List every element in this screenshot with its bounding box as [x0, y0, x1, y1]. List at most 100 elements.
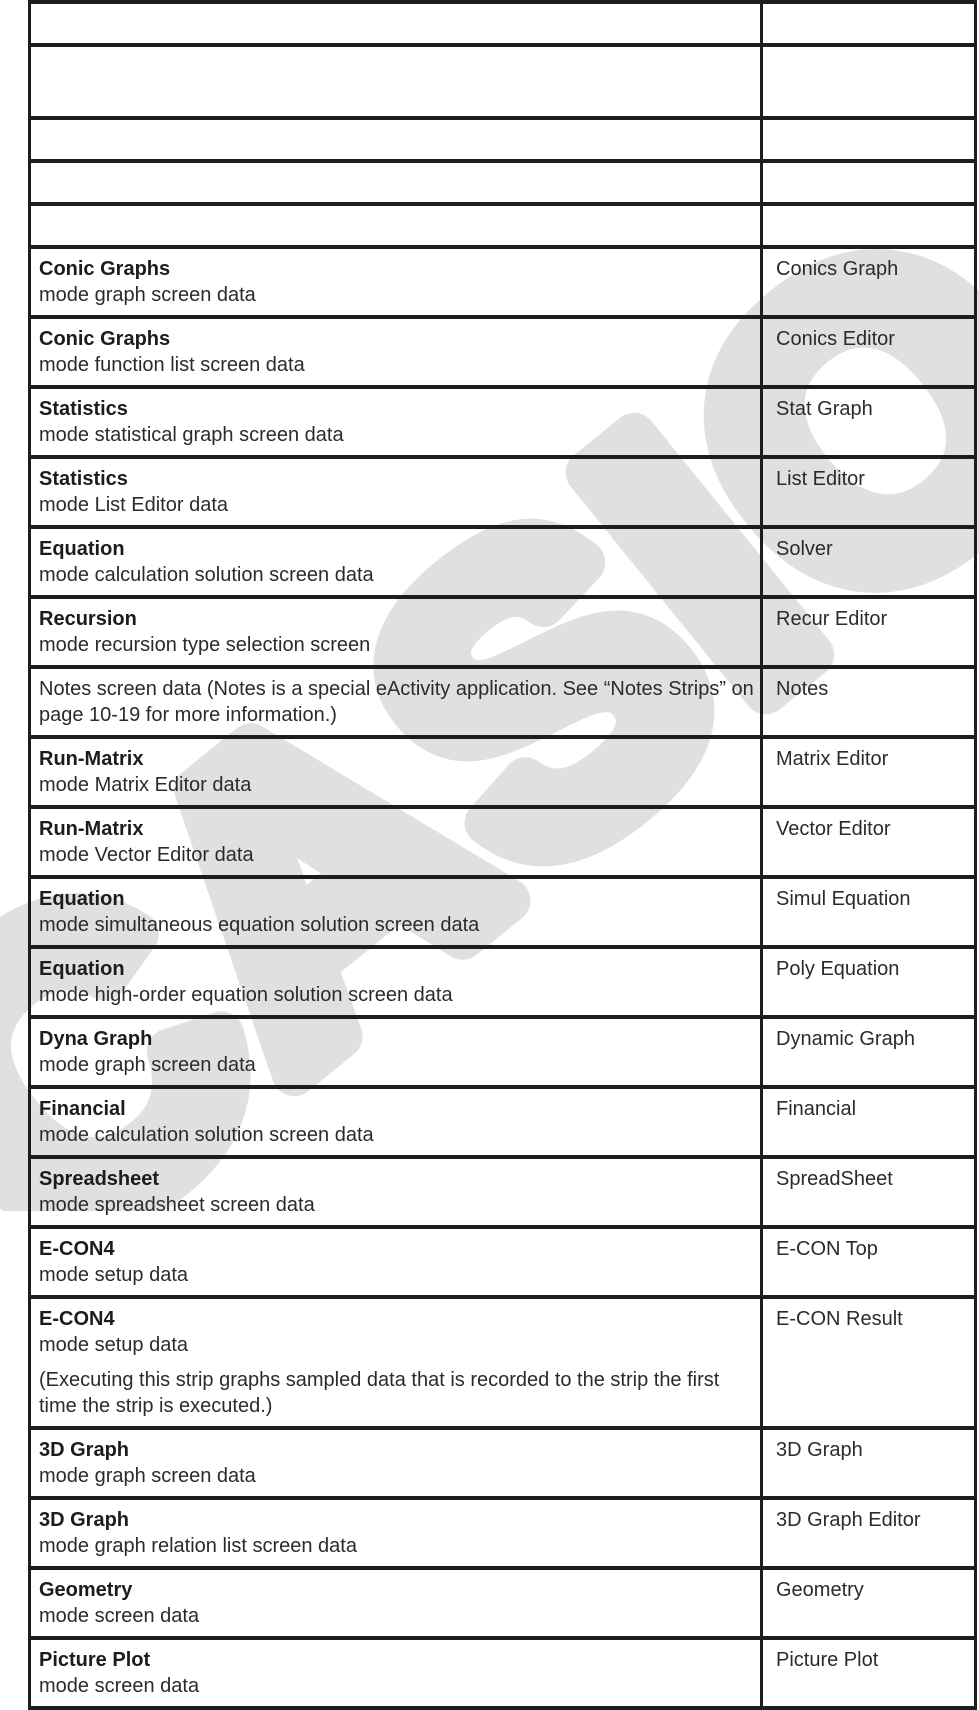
description-text: mode calculation solution screen data: [39, 1124, 374, 1146]
mode-name-bold-text: E-CON4: [39, 1308, 115, 1330]
description-text: mode simultaneous equation solution scre…: [39, 914, 480, 936]
mode-name-bold-text: Financial: [39, 1098, 126, 1120]
mode-name-bold-text: Equation: [39, 958, 125, 980]
description-paragraph: 3D Graph mode graph relation list screen…: [39, 1507, 754, 1559]
description-paragraph: Equation mode high-order equation soluti…: [39, 956, 754, 1008]
table-row: E-CON4 mode setup data E-CON Top: [31, 1229, 974, 1299]
description-paragraph: (Executing this strip graphs sampled dat…: [39, 1367, 754, 1419]
table-row-empty: [31, 163, 974, 206]
empty-description-cell: [31, 47, 763, 116]
strip-description-cell: Equation mode calculation solution scree…: [31, 529, 763, 595]
mode-name-bold-text: Statistics: [39, 468, 128, 490]
table-row: Statistics mode List Editor data List Edi…: [31, 459, 974, 529]
description-text: mode graph screen data: [39, 284, 256, 306]
strip-description-cell: Conic Graphs mode graph screen data: [31, 249, 763, 315]
strip-description-cell: 3D Graph mode graph screen data: [31, 1430, 763, 1496]
strip-name-cell: Dynamic Graph: [763, 1019, 974, 1085]
mode-name-bold-text: Picture Plot: [39, 1649, 151, 1671]
strip-name-text: List Editor: [776, 468, 865, 490]
description-paragraph: Spreadsheet mode spreadsheet screen data: [39, 1166, 754, 1218]
description-paragraph: Run-Matrix mode Vector Editor data: [39, 816, 754, 868]
description-paragraph: Run-Matrix mode Matrix Editor data: [39, 746, 754, 798]
strip-name-cell: List Editor: [763, 459, 974, 525]
strip-name-text: Notes: [776, 678, 829, 700]
description-text: mode screen data: [39, 1605, 200, 1627]
description-text: mode spreadsheet screen data: [39, 1194, 315, 1216]
mode-name-bold-text: 3D Graph: [39, 1509, 130, 1531]
mode-name-bold-text: Conic Graphs: [39, 258, 171, 280]
strip-name-cell: Matrix Editor: [763, 739, 974, 805]
strip-name-cell: Notes: [763, 669, 974, 735]
strip-name-cell: Stat Graph: [763, 389, 974, 455]
mode-name-bold-text: Spreadsheet: [39, 1168, 160, 1190]
strip-name-cell: Simul Equation: [763, 879, 974, 945]
description-text: mode Vector Editor data: [39, 844, 254, 866]
strip-name-text: Financial: [776, 1098, 857, 1120]
empty-name-cell: [763, 47, 974, 116]
empty-description-cell: [31, 120, 763, 159]
description-text: mode high-order equation solution screen…: [39, 984, 453, 1006]
table-row: Equation mode simultaneous equation solu…: [31, 879, 974, 949]
strip-name-cell: Recur Editor: [763, 599, 974, 665]
strip-description-cell: Equation mode simultaneous equation solu…: [31, 879, 763, 945]
description-text: Notes screen data (Notes is a special eA…: [39, 678, 754, 726]
table-row: Dyna Graph mode graph screen data Dynamic…: [31, 1019, 974, 1089]
strip-name-text: Stat Graph: [776, 398, 873, 420]
strip-name-text: E-CON Top: [776, 1238, 878, 1260]
description-text: mode graph screen data: [39, 1054, 256, 1076]
strip-name-text: Picture Plot: [776, 1649, 879, 1671]
description-text: mode function list screen data: [39, 354, 305, 376]
table-row-empty: [31, 120, 974, 163]
mode-name-bold-text: Statistics: [39, 398, 128, 420]
description-text: (Executing this strip graphs sampled dat…: [39, 1369, 720, 1417]
table-row: Financial mode calculation solution scre…: [31, 1089, 974, 1159]
strip-name-text: Matrix Editor: [776, 748, 889, 770]
strip-description-cell: Dyna Graph mode graph screen data: [31, 1019, 763, 1085]
strip-name-text: E-CON Result: [776, 1308, 903, 1330]
description-paragraph: Dyna Graph mode graph screen data: [39, 1026, 754, 1078]
description-paragraph: Geometry mode screen data: [39, 1577, 754, 1629]
description-paragraph: E-CON4 mode setup data: [39, 1306, 754, 1358]
empty-name-cell: [763, 206, 974, 245]
strip-description-cell: Run-Matrix mode Matrix Editor data: [31, 739, 763, 805]
table-row-empty: [31, 47, 974, 120]
strip-name-cell: 3D Graph Editor: [763, 1500, 974, 1566]
table-row: Conic Graphs mode graph screen data Conic…: [31, 249, 974, 319]
description-paragraph: Statistics mode List Editor data: [39, 466, 754, 518]
description-paragraph: 3D Graph mode graph screen data: [39, 1437, 754, 1489]
mode-name-bold-text: 3D Graph: [39, 1439, 130, 1461]
description-paragraph: Equation mode calculation solution scree…: [39, 536, 754, 588]
table-row-empty: [31, 206, 974, 249]
strip-name-text: Conics Graph: [776, 258, 899, 280]
mode-name-bold-text: Conic Graphs: [39, 328, 171, 350]
strip-description-cell: Notes screen data (Notes is a special eA…: [31, 669, 763, 735]
description-paragraph: Conic Graphs mode graph screen data: [39, 256, 754, 308]
strip-name-text: SpreadSheet: [776, 1168, 893, 1190]
table-row: Picture Plot mode screen data Picture Plo…: [31, 1640, 974, 1706]
strip-description-cell: Picture Plot mode screen data: [31, 1640, 763, 1706]
strip-description-cell: Financial mode calculation solution scre…: [31, 1089, 763, 1155]
description-paragraph: Recursion mode recursion type selection …: [39, 606, 754, 658]
table-row: Geometry mode screen data Geometry: [31, 1570, 974, 1640]
mode-name-bold-text: Equation: [39, 538, 125, 560]
strip-name-text: Geometry: [776, 1579, 864, 1601]
table-row: Statistics mode statistical graph screen…: [31, 389, 974, 459]
table-row-empty: [31, 4, 974, 47]
strip-name-cell: Geometry: [763, 1570, 974, 1636]
strip-name-cell: 3D Graph: [763, 1430, 974, 1496]
strip-name-text: Poly Equation: [776, 958, 900, 980]
mode-name-bold-text: E-CON4: [39, 1238, 115, 1260]
mode-name-bold-text: Run-Matrix: [39, 818, 144, 840]
mode-name-bold-text: Recursion: [39, 608, 137, 630]
empty-name-cell: [763, 4, 974, 43]
empty-description-cell: [31, 163, 763, 202]
strip-description-cell: 3D Graph mode graph relation list screen…: [31, 1500, 763, 1566]
description-text: mode graph screen data: [39, 1465, 256, 1487]
mode-name-bold-text: Geometry: [39, 1579, 133, 1601]
strip-name-text: Dynamic Graph: [776, 1028, 915, 1050]
mode-name-bold-text: Dyna Graph: [39, 1028, 153, 1050]
description-text: mode setup data: [39, 1264, 188, 1286]
strip-name-text: Conics Editor: [776, 328, 895, 350]
strip-description-cell: Spreadsheet mode spreadsheet screen data: [31, 1159, 763, 1225]
